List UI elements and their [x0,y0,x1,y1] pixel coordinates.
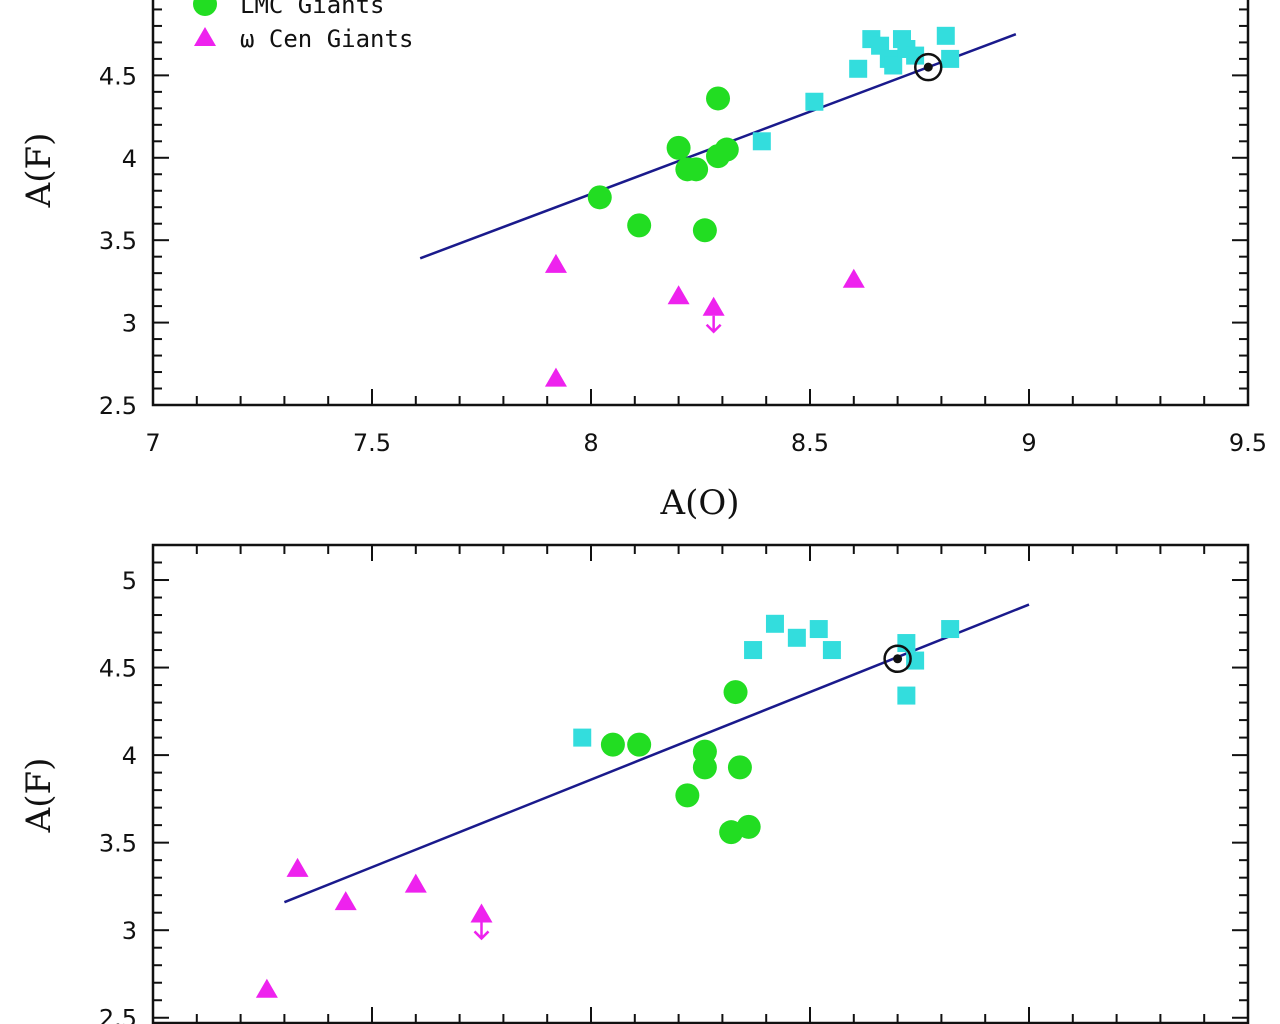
plot-frame [151,543,1250,1024]
square-series-point [805,92,824,111]
y-tick-label: 2.5 [99,1005,137,1024]
sun-symbol [883,644,912,674]
legend-label-lmc-giants: LMC Giants [240,0,385,19]
cen-giants-point [544,253,567,273]
legend-marker-lmc-giants [193,0,217,16]
square-series-point [906,46,925,65]
y-axis-label: A(F) [19,758,59,834]
cen-giants-point [667,285,690,305]
lmc-giants-point [587,185,612,210]
upper-limit-arrow [705,315,722,334]
square-series-point [897,686,916,705]
y-tick-label: 5 [122,567,137,595]
square-series-point [573,728,592,747]
x-tick-label: 8 [583,429,598,457]
lmc-giants-point [666,135,691,160]
lmc-giants-point [627,213,652,238]
y-tick-label: 4.5 [99,62,137,90]
bottom-panel: 2.5 3 3.5 4 4.5 5 A(F) [19,543,1250,1024]
y-tick-label: 4 [122,145,137,173]
lmc-giants-point [727,755,752,780]
y-tick-label: 3 [122,310,137,338]
square-series-point [941,620,960,639]
x-tick-label: 9 [1021,429,1036,457]
y-tick-label: 4.5 [99,655,137,683]
sun-symbol [914,52,943,82]
square-series-point [809,620,828,639]
lmc-giants-point [723,680,748,705]
square-series-point [744,641,763,660]
legend-marker-cen-giants [194,27,216,46]
legend-label-cen-giants: ω Cen Giants [240,25,413,53]
sun-symbol-dot [923,62,933,72]
x-tick-label: 8.5 [791,429,829,457]
upper-limit-arrow [473,922,490,941]
cen-giants-point [702,296,725,316]
cen-giants-point [334,891,357,911]
cen-giants-point [255,978,278,998]
y-tick-label: 3 [122,917,137,945]
cen-giants-point [544,367,567,387]
y-tick-label: 3.5 [99,830,137,858]
x-tick-label: 9.5 [1229,429,1267,457]
square-series-point [936,26,955,45]
square-series-point [822,641,841,660]
square-series-point [941,49,960,68]
lmc-giants-point [600,732,625,757]
y-tick-label: 4 [122,742,137,770]
cen-giants-point [842,268,865,288]
lmc-giants-point [692,218,717,243]
square-series-point [765,614,784,633]
x-axis-label: A(O) [660,483,740,523]
y-axis-label: A(F) [19,133,59,209]
plot-frame [151,0,1250,407]
lmc-giants-point [627,732,652,757]
x-tick-label: 7.5 [353,429,391,457]
cen-giants-point [404,873,427,893]
square-series-point [752,132,771,151]
x-tick-label: 7 [145,429,160,457]
lmc-giants-point [714,137,739,162]
y-tick-label: 3.5 [99,227,137,255]
lmc-giants-point [706,86,731,111]
square-series-point [849,59,868,78]
sun-symbol-dot [893,654,903,664]
square-series-point [787,628,806,647]
lmc-giants-point [675,783,700,808]
lmc-giants-point [736,814,761,839]
lmc-giants-point [684,157,709,182]
cen-giants-point [470,903,493,923]
cen-giants-point [286,857,309,877]
lmc-giants-point [692,755,717,780]
y-tick-label: 2.5 [99,392,137,420]
fit-line [283,603,1030,904]
top-panel: 2.5 3 3.5 4 4.5 7 7.5 8 8.5 9 9.5 A(F) A(O) LMC Giant… [19,0,1267,523]
square-series-point [884,56,903,75]
